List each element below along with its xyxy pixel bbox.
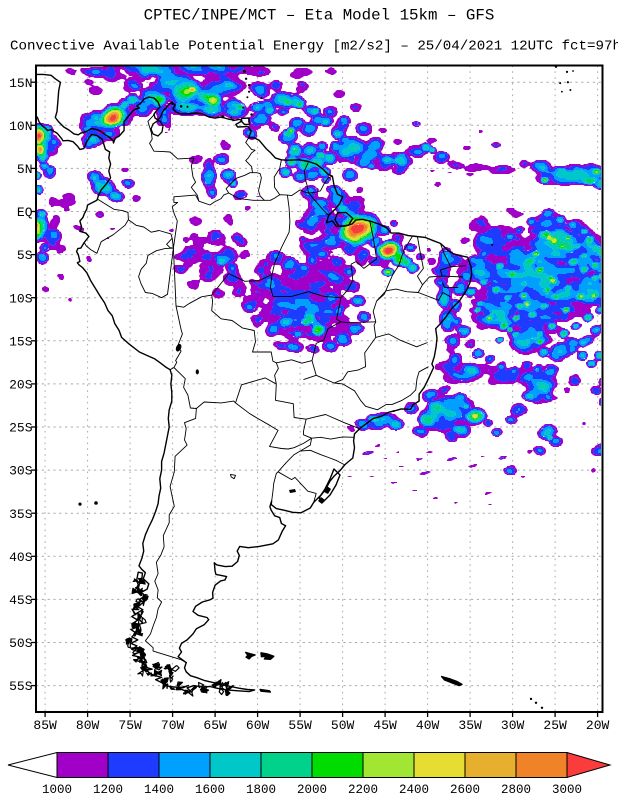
svg-text:1000: 1000 (42, 783, 72, 797)
svg-text:55W: 55W (288, 718, 312, 733)
svg-text:2400: 2400 (399, 783, 429, 797)
svg-text:45S: 45S (9, 593, 33, 608)
svg-text:1800: 1800 (246, 783, 276, 797)
svg-text:10S: 10S (9, 291, 33, 306)
svg-text:55S: 55S (9, 679, 33, 694)
svg-text:80W: 80W (76, 718, 100, 733)
svg-text:20S: 20S (9, 378, 33, 393)
svg-text:50W: 50W (331, 718, 355, 733)
svg-text:1200: 1200 (93, 783, 123, 797)
svg-text:2600: 2600 (450, 783, 480, 797)
svg-text:5S: 5S (17, 248, 33, 263)
svg-text:85W: 85W (33, 718, 57, 733)
svg-text:50S: 50S (9, 636, 33, 651)
svg-text:45W: 45W (373, 718, 397, 733)
svg-text:10N: 10N (9, 119, 32, 134)
svg-text:2200: 2200 (348, 783, 378, 797)
svg-text:35S: 35S (9, 507, 33, 522)
svg-text:25W: 25W (543, 718, 567, 733)
svg-text:30S: 30S (9, 464, 33, 479)
svg-text:25S: 25S (9, 421, 33, 436)
svg-text:40W: 40W (416, 718, 440, 733)
svg-text:2800: 2800 (501, 783, 531, 797)
svg-text:EQ: EQ (17, 205, 33, 220)
svg-text:2000: 2000 (297, 783, 327, 797)
svg-text:Convective Available Potential: Convective Available Potential Energy [m… (10, 39, 618, 55)
svg-text:3000: 3000 (552, 783, 582, 797)
svg-text:CPTEC/INPE/MCT – Eta Model 15: CPTEC/INPE/MCT – Eta Model 15km – GFS (144, 7, 495, 25)
svg-text:1600: 1600 (195, 783, 225, 797)
svg-text:65W: 65W (203, 718, 227, 733)
svg-text:15S: 15S (9, 334, 33, 349)
svg-text:1400: 1400 (144, 783, 174, 797)
svg-text:40S: 40S (9, 550, 33, 565)
svg-text:30W: 30W (501, 718, 525, 733)
svg-text:5N: 5N (17, 162, 33, 177)
svg-text:15N: 15N (9, 76, 32, 91)
svg-text:20W: 20W (586, 718, 610, 733)
svg-text:70W: 70W (161, 718, 185, 733)
svg-text:35W: 35W (458, 718, 482, 733)
svg-text:60W: 60W (246, 718, 270, 733)
svg-text:75W: 75W (118, 718, 142, 733)
